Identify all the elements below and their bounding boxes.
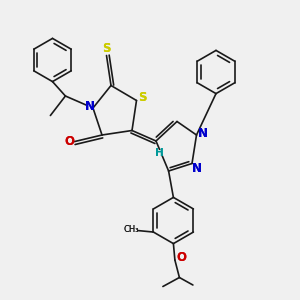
Text: O: O [64,135,74,148]
Bar [139,95,146,100]
Bar [193,165,200,171]
Text: H: H [154,148,164,158]
Bar [178,255,184,260]
Text: S: S [138,91,147,104]
Bar [86,104,93,110]
Text: CH₃: CH₃ [123,225,139,234]
Text: S: S [138,91,147,104]
Text: H: H [154,148,164,158]
Text: O: O [176,251,186,264]
Text: N: N [191,161,202,175]
Text: O: O [64,135,74,148]
Text: S: S [102,41,111,55]
Bar [66,139,72,144]
Text: N: N [84,100,94,113]
Text: N: N [84,100,94,113]
Bar [156,150,162,156]
Text: N: N [198,127,208,140]
Text: O: O [176,251,186,264]
Text: N: N [191,161,202,175]
Bar [200,131,206,136]
Text: N: N [198,127,208,140]
Text: S: S [102,41,111,55]
Bar [103,45,110,51]
Text: CH₃: CH₃ [123,225,139,234]
